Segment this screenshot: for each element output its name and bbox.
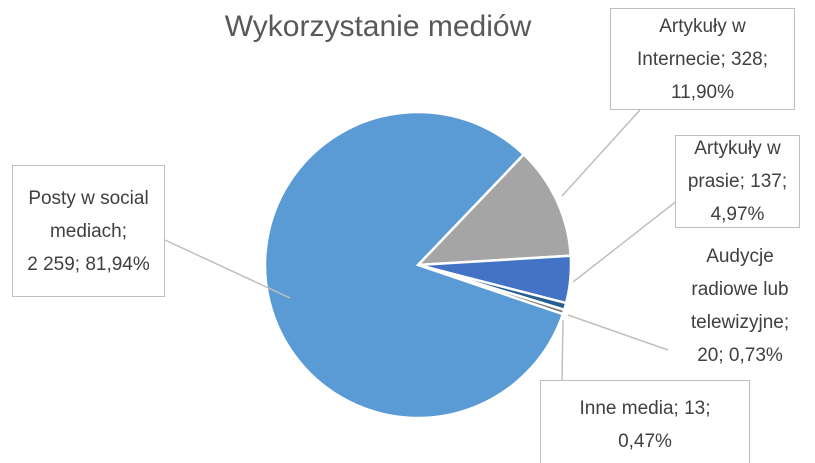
separator: ;: [718, 345, 724, 366]
value-label: 20: [697, 345, 719, 366]
data-label: Artykuły w Internecie; 328; 11,90%: [610, 8, 795, 110]
leader-line: [572, 199, 679, 283]
category-name: Inne media: [579, 398, 674, 419]
percent-label: 0,47%: [618, 431, 672, 452]
leader-line: [567, 314, 669, 351]
value-label: 13: [684, 398, 706, 419]
label-text: Posty w social mediach; 2 259; 81,94%: [24, 182, 154, 281]
percent-label: 11,90%: [670, 81, 735, 103]
separator: ;: [762, 48, 768, 70]
category-name: Posty w social mediach: [28, 187, 149, 242]
separator: ;: [783, 312, 790, 333]
data-label: Posty w social mediach; 2 259; 81,94%: [12, 165, 165, 297]
value-label: 137: [750, 171, 782, 192]
label-text: Inne media; 13; 0,47%: [550, 392, 740, 458]
leader-line: [561, 109, 641, 197]
separator: ;: [781, 171, 788, 192]
data-label: Artykuły w prasie; 137; 4,97%: [675, 135, 800, 228]
separator: ;: [74, 253, 81, 275]
category-name: Artykuły w Internecie: [637, 15, 746, 70]
label-text: Audycje radiowe lub telewizyjne; 20; 0,7…: [680, 240, 800, 372]
separator: ;: [121, 220, 128, 242]
value-label: 328: [731, 48, 763, 70]
leader-line: [561, 319, 564, 381]
percent-label: 0,73%: [728, 345, 783, 366]
pie-slice: [414, 152, 573, 267]
percent-label: 4,97%: [710, 204, 765, 225]
chart-title: Wykorzystanie mediów: [224, 10, 532, 43]
label-text: Artykuły w Internecie; 328; 11,90%: [620, 10, 785, 109]
separator: ;: [739, 171, 745, 192]
category-name: Audycje radiowe lub telewizyjne: [690, 246, 789, 333]
separator: ;: [720, 48, 726, 70]
data-label: Audycje radiowe lub telewizyjne; 20; 0,7…: [670, 245, 810, 367]
separator: ;: [673, 398, 679, 419]
category-name: Artykuły w prasie: [687, 138, 781, 192]
value-label: 2 259: [27, 253, 75, 275]
separator: ;: [705, 398, 711, 419]
percent-label: 81,94%: [85, 253, 150, 275]
pie-slice: [263, 110, 565, 420]
label-text: Artykuły w prasie; 137; 4,97%: [685, 132, 790, 231]
data-label: Inne media; 13; 0,47%: [540, 380, 750, 463]
leader-line: [164, 239, 291, 299]
